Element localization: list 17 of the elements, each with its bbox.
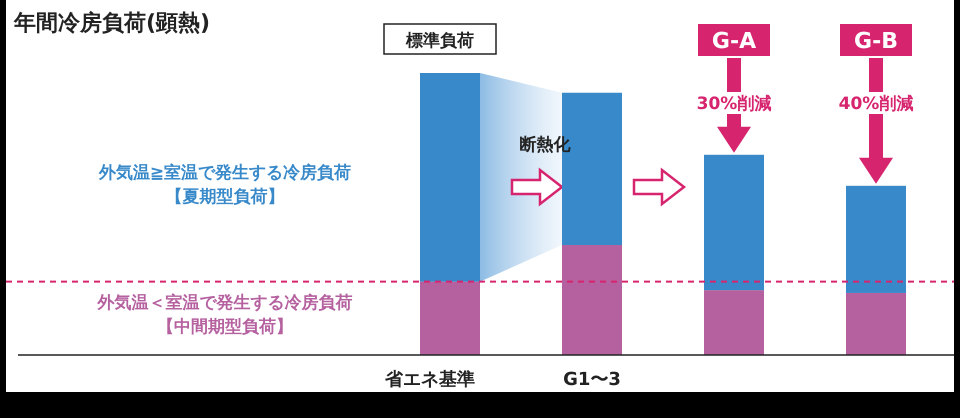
bar [420,282,480,355]
text: 外気温＜室温で発生する冷房負荷【中間期型負荷】 [96,293,352,337]
annotation: 30%削減 [696,94,772,114]
annotation: 断熱化 [520,135,572,155]
x-tick-label: G1〜3 [563,369,621,390]
x-tick-label: 省エネ基準 [384,369,475,390]
bar [846,186,906,293]
text: 外気温≧室温で発生する冷房負荷【夏期型負荷】 [98,163,352,207]
annotation: 40%削減 [838,94,914,114]
text: 標準負荷 [405,31,474,51]
x-tick-label: G-B [854,29,898,54]
text: 年間冷房負荷(顕熱) [13,10,210,36]
bar [704,154,764,290]
bar [704,290,764,355]
bar [846,292,906,355]
x-tick-label: G-A [712,29,756,54]
bar [562,245,622,355]
